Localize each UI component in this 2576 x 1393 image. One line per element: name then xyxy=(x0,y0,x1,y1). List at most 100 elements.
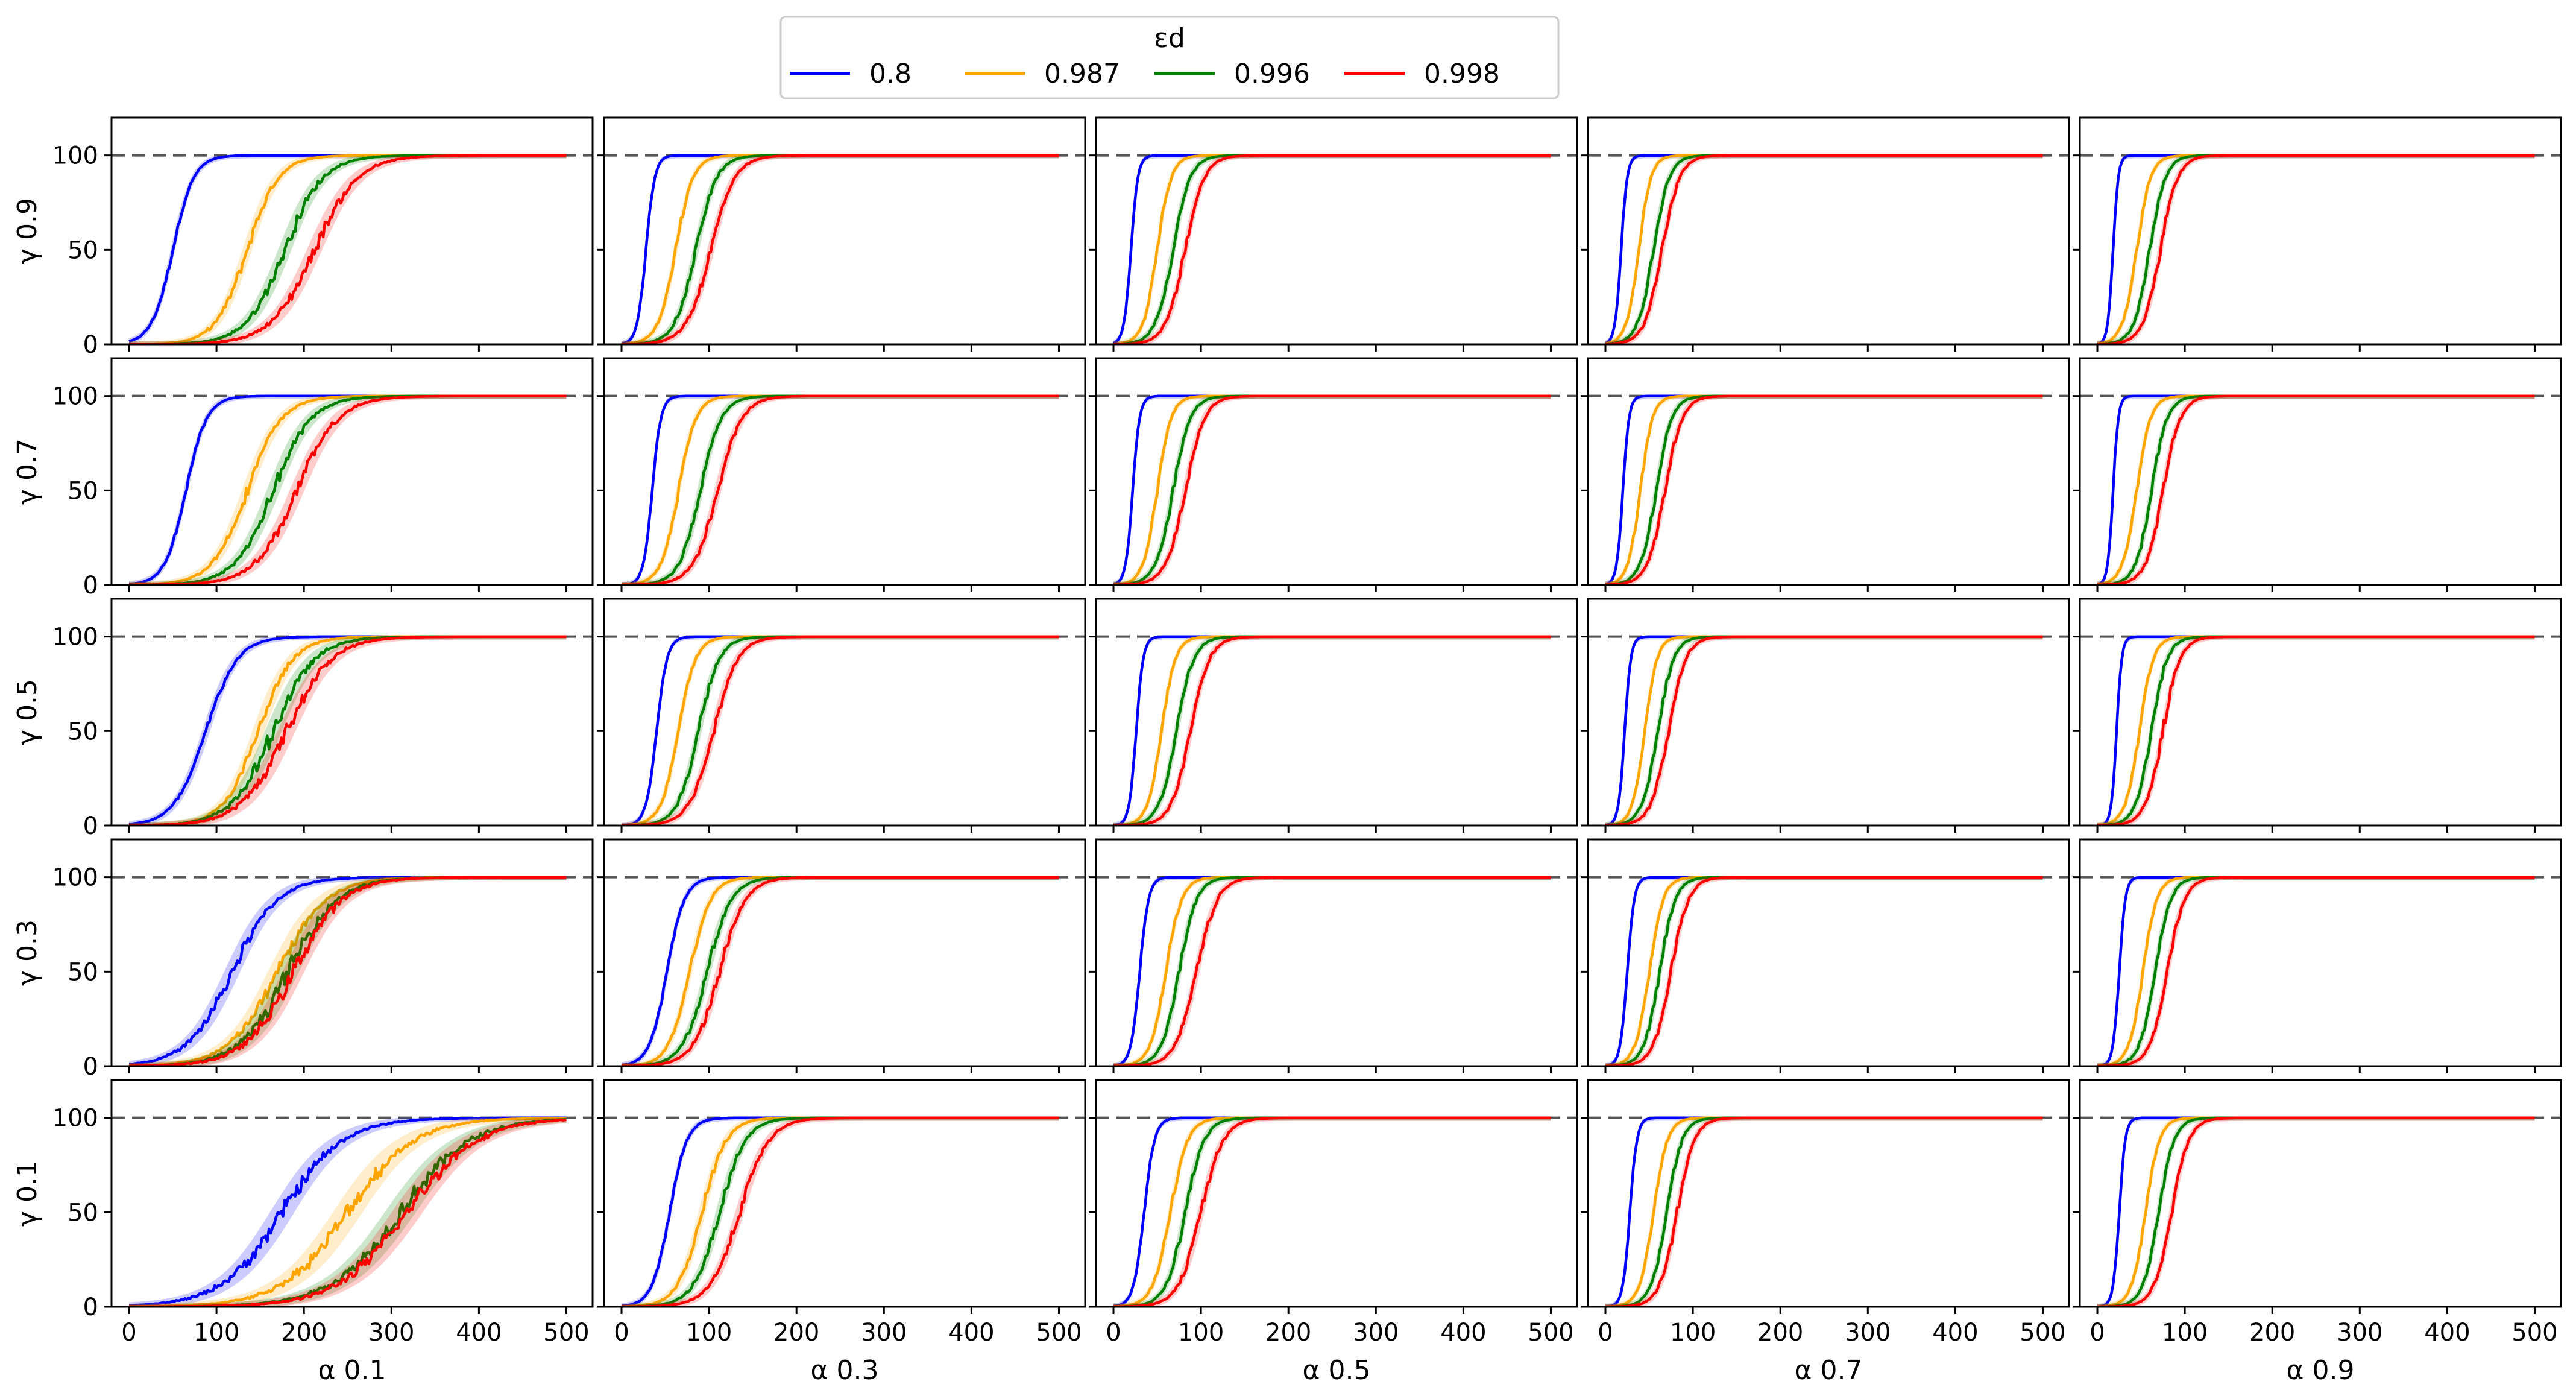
series-line-0.998 xyxy=(1113,635,1551,826)
x-tick-label: 400 xyxy=(2424,1319,2470,1347)
series-band-0.998 xyxy=(622,877,1059,1066)
series-line-0.998 xyxy=(1113,154,1551,344)
row-label: γ 0.9 xyxy=(12,198,43,264)
x-tick-label: 300 xyxy=(1845,1319,1891,1347)
panel-frame xyxy=(603,357,1086,586)
panel-grid: 0 50 100 γ 0.9 0 50 100 γ 0.7 0 50 100 γ 0.5 0 50 100 γ… xyxy=(12,116,2562,1386)
panel-frame xyxy=(1095,598,1578,827)
series-band-0.998 xyxy=(1605,396,2043,585)
panel-frame xyxy=(1095,357,1578,586)
series-band-0.996 xyxy=(1113,396,1551,585)
panel-frame xyxy=(110,1079,594,1308)
col-label: α 0.3 xyxy=(811,1355,879,1386)
legend-label-1: 0.987 xyxy=(1044,58,1120,89)
panel-frame xyxy=(603,838,1086,1067)
x-tick-label: 0 xyxy=(1106,1319,1121,1347)
panel-r3-c0: 0 50 100 γ 0.3 xyxy=(12,838,594,1081)
panel-r0-c2 xyxy=(1089,116,1578,352)
series-band-0.998 xyxy=(2097,636,2535,826)
panel-r0-c0: 0 50 100 γ 0.9 xyxy=(12,116,594,359)
y-tick-label: 0 xyxy=(83,1294,98,1321)
series-band-0.998 xyxy=(1605,877,2043,1066)
panel-r3-c4 xyxy=(2073,838,2562,1073)
x-tick-label: 100 xyxy=(686,1319,732,1347)
y-tick-label: 50 xyxy=(68,718,98,745)
panel-frame xyxy=(1587,116,2070,346)
panel-frame xyxy=(110,598,594,827)
x-tick-label: 0 xyxy=(614,1319,629,1347)
panel-frame xyxy=(110,116,594,346)
panel-r0-c3 xyxy=(1581,116,2070,352)
series-line-0.998 xyxy=(1605,876,2043,1066)
panel-frame xyxy=(1587,598,2070,827)
series-line-0.998 xyxy=(1605,635,2043,826)
x-tick-label: 0 xyxy=(1598,1319,1613,1347)
panel-frame xyxy=(1587,357,2070,586)
col-label: α 0.1 xyxy=(318,1355,386,1386)
x-tick-label: 300 xyxy=(861,1319,907,1347)
panel-frame xyxy=(1587,1079,2070,1308)
panel-frame xyxy=(2079,838,2562,1067)
panel-frame xyxy=(603,1079,1086,1308)
series-line-0.998 xyxy=(1113,876,1551,1066)
panel-frame xyxy=(603,598,1086,827)
x-tick-label: 100 xyxy=(1670,1319,1716,1347)
series-line-0.998 xyxy=(1113,394,1551,585)
series-line-0.987 xyxy=(129,1116,567,1307)
series-band-0.996 xyxy=(1113,155,1551,344)
y-tick-label: 100 xyxy=(52,142,98,170)
panel-frame xyxy=(1095,1079,1578,1308)
panel-frame xyxy=(110,357,594,586)
series-line-0.998 xyxy=(129,876,567,1066)
series-line-0.8 xyxy=(128,1116,567,1307)
x-tick-label: 0 xyxy=(121,1319,136,1347)
panel-frame xyxy=(110,838,594,1067)
legend-label-0: 0.8 xyxy=(869,58,912,89)
series-line-0.998 xyxy=(1113,1116,1551,1307)
series-line-0.998 xyxy=(622,394,1059,585)
x-tick-label: 100 xyxy=(2162,1319,2208,1347)
panel-r4-c4: 0 100 200 300 400 500 α 0.9 xyxy=(2073,1079,2562,1386)
y-tick-label: 50 xyxy=(68,236,98,264)
y-tick-label: 50 xyxy=(68,477,98,505)
row-label: γ 0.5 xyxy=(12,679,43,745)
y-tick-label: 0 xyxy=(83,331,98,359)
panel-r4-c3: 0 100 200 300 400 500 α 0.7 xyxy=(1581,1079,2070,1386)
legend-frame xyxy=(779,16,1560,100)
series-band-0.998 xyxy=(129,1117,567,1307)
series-line-0.998 xyxy=(1605,1116,2043,1307)
panel-r1-c1 xyxy=(597,357,1086,592)
panel-r1-c0: 0 50 100 γ 0.7 xyxy=(12,357,594,599)
x-tick-label: 400 xyxy=(1932,1319,1978,1347)
x-tick-label: 100 xyxy=(194,1319,239,1347)
row-label: γ 0.1 xyxy=(12,1160,43,1227)
x-tick-label: 200 xyxy=(281,1319,327,1347)
y-tick-label: 50 xyxy=(68,958,98,986)
panel-r2-c2 xyxy=(1089,598,1578,833)
series-band-0.996 xyxy=(622,877,1059,1066)
panel-r1-c2 xyxy=(1089,357,1578,592)
series-line-0.998 xyxy=(2097,394,2535,585)
panel-r1-c3 xyxy=(1581,357,2070,592)
x-tick-label: 300 xyxy=(1353,1319,1399,1347)
series-band-0.996 xyxy=(1113,877,1551,1066)
series-band-0.996 xyxy=(622,1117,1059,1307)
legend-label-3: 0.998 xyxy=(1424,58,1500,89)
x-tick-label: 200 xyxy=(1265,1319,1311,1347)
series-line-0.998 xyxy=(129,394,567,585)
panel-r0-c1 xyxy=(597,116,1086,352)
row-label: γ 0.7 xyxy=(12,438,43,505)
x-tick-label: 400 xyxy=(1440,1319,1486,1347)
series-line-0.998 xyxy=(1605,394,2043,585)
y-tick-label: 100 xyxy=(52,1105,98,1132)
y-tick-label: 100 xyxy=(52,624,98,651)
series-line-0.998 xyxy=(2097,1116,2535,1307)
x-tick-label: 500 xyxy=(1036,1319,1082,1347)
series-line-0.998 xyxy=(2097,876,2535,1066)
series-band-0.8 xyxy=(129,1117,567,1307)
y-tick-label: 100 xyxy=(52,383,98,411)
series-line-0.998 xyxy=(2097,635,2535,826)
panel-frame xyxy=(1095,838,1578,1067)
y-tick-label: 100 xyxy=(52,864,98,892)
